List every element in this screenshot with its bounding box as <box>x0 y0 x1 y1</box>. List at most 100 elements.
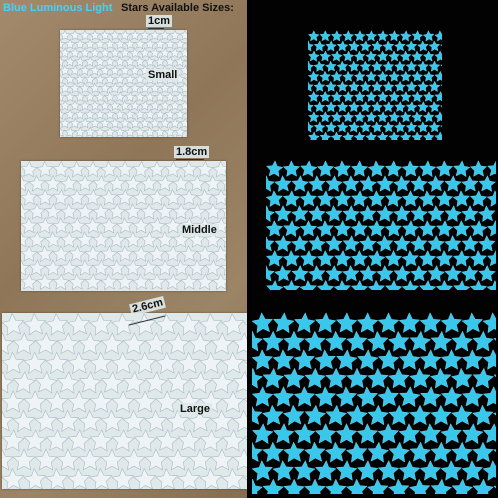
star-shape <box>148 273 166 290</box>
star-shape <box>243 321 247 326</box>
star-shape <box>64 108 76 120</box>
star-shape <box>314 312 337 334</box>
dim-middle: 1.8cm <box>174 146 210 158</box>
large-glow-pattern <box>252 312 496 494</box>
star-shape <box>154 126 166 137</box>
star-shape <box>388 131 400 140</box>
star-shape <box>124 259 142 276</box>
star-shape <box>21 216 38 234</box>
star-shape <box>12 409 36 433</box>
star-shape <box>399 131 412 140</box>
star-shape <box>89 30 101 41</box>
star-shape <box>68 273 86 291</box>
star-shape <box>155 390 179 413</box>
star-shape <box>156 202 174 220</box>
star-shape <box>316 220 334 238</box>
star-shape <box>212 188 226 206</box>
star-shape <box>114 73 126 85</box>
star-shape <box>430 330 452 352</box>
star-shape <box>52 245 70 262</box>
star-shape <box>419 460 442 481</box>
star-shape <box>119 64 131 76</box>
star-shape <box>367 279 385 290</box>
star-shape <box>111 351 135 374</box>
star-shape <box>401 160 419 177</box>
star-shape <box>266 265 275 282</box>
star-shape <box>111 390 135 413</box>
star-shape <box>36 216 54 234</box>
star-shape <box>56 448 80 471</box>
star-shape <box>23 313 47 336</box>
star-shape <box>252 441 263 462</box>
star-shape <box>359 60 372 72</box>
star-shape <box>262 404 284 426</box>
star-shape <box>451 478 473 494</box>
star-shape <box>430 478 452 494</box>
star-shape <box>313 40 326 52</box>
star-shape <box>79 117 91 129</box>
star-shape <box>196 161 214 178</box>
star-shape <box>67 313 91 336</box>
star-shape <box>188 332 212 355</box>
star-shape <box>149 47 161 59</box>
star-shape <box>221 313 245 336</box>
star-shape <box>94 108 106 120</box>
star-shape <box>461 460 484 481</box>
star-shape <box>252 349 274 370</box>
star-shape <box>451 404 473 426</box>
star-shape <box>156 259 174 276</box>
star-shape <box>469 279 488 290</box>
star-shape <box>282 279 301 290</box>
star-shape <box>129 99 141 112</box>
star-shape <box>74 55 86 67</box>
star-shape <box>84 38 96 50</box>
star-shape <box>478 265 496 282</box>
star-shape <box>60 64 71 76</box>
star-shape <box>212 245 226 263</box>
star-shape <box>440 386 463 407</box>
star-shape <box>159 30 171 41</box>
star-shape <box>313 101 326 113</box>
star-shape <box>336 40 349 52</box>
star-shape <box>316 279 335 290</box>
star-shape <box>169 47 181 59</box>
star-shape <box>89 82 101 94</box>
star-shape <box>129 117 141 129</box>
star-shape <box>155 467 179 489</box>
star-shape <box>108 231 126 249</box>
star-shape <box>221 390 245 413</box>
star-shape <box>23 351 47 374</box>
star-shape <box>104 126 116 137</box>
star-shape <box>325 60 337 72</box>
star-shape <box>440 125 442 128</box>
star-shape <box>84 55 96 67</box>
star-shape <box>440 64 442 67</box>
star-shape <box>28 231 46 248</box>
star-shape <box>399 70 412 82</box>
star-shape <box>188 202 206 220</box>
star-shape <box>69 30 81 41</box>
star-shape <box>308 131 320 140</box>
star-shape <box>69 99 81 111</box>
star-shape <box>76 202 94 220</box>
star-shape <box>133 429 157 452</box>
star-shape <box>36 161 54 178</box>
star-shape <box>78 332 102 355</box>
star-shape <box>299 190 317 207</box>
star-shape <box>444 265 462 282</box>
star-shape <box>76 259 94 276</box>
star-shape <box>44 202 62 220</box>
star-shape <box>388 70 400 82</box>
star-shape <box>346 330 368 352</box>
star-shape <box>104 38 116 50</box>
star-shape <box>252 312 273 334</box>
star-shape <box>461 205 479 222</box>
star-shape <box>124 38 136 50</box>
star-shape <box>319 111 332 123</box>
star-shape <box>139 82 151 94</box>
star-shape <box>440 105 442 108</box>
star-shape <box>472 441 494 462</box>
star-shape <box>79 64 91 76</box>
star-shape <box>453 280 471 290</box>
star-shape <box>422 30 435 42</box>
